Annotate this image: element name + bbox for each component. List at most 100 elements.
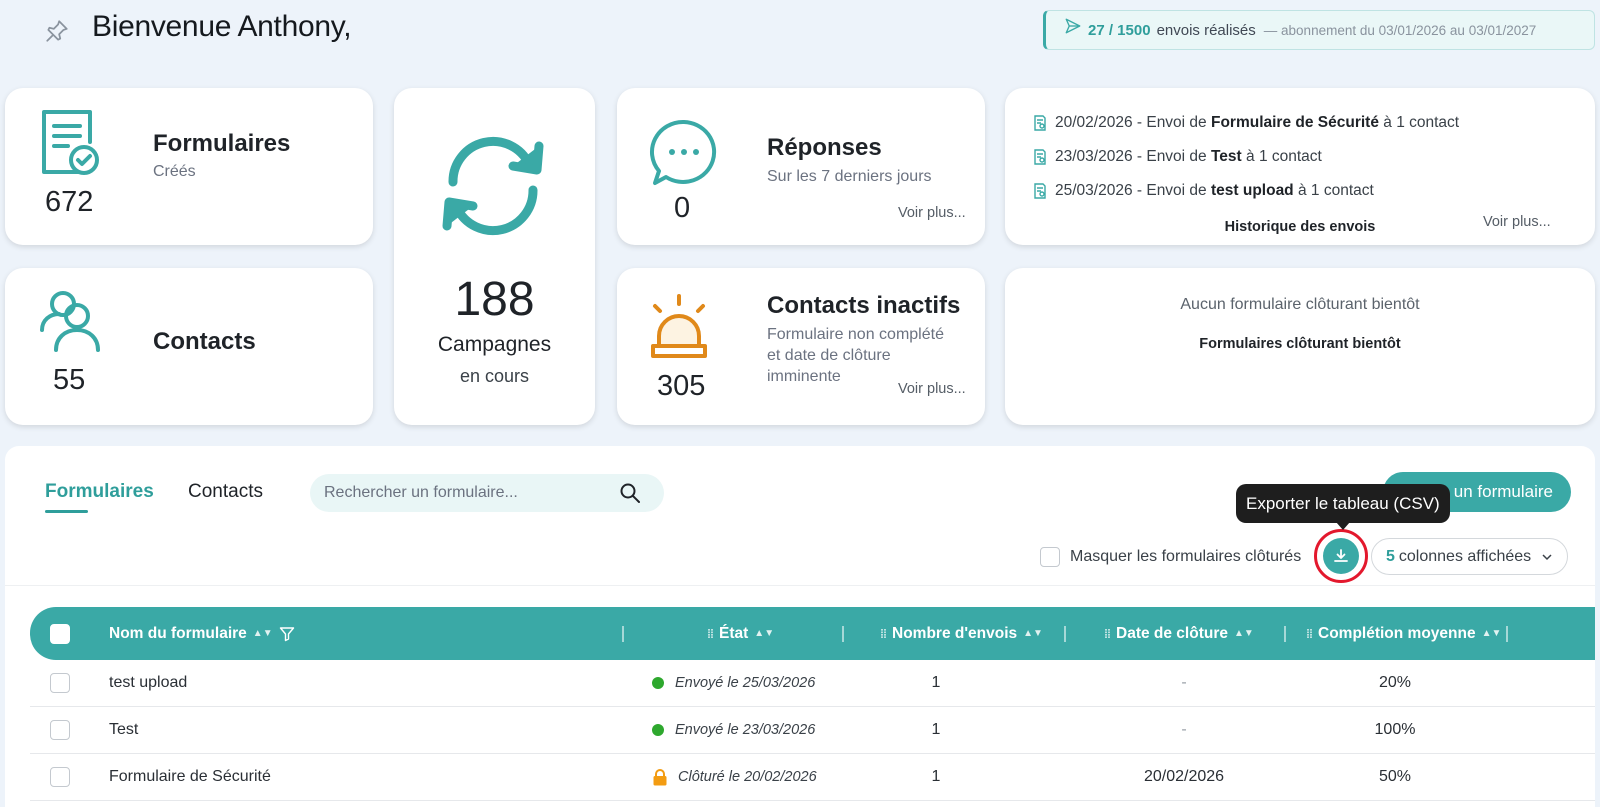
form-check-icon <box>42 110 99 175</box>
column-resizer[interactable] <box>1506 626 1508 642</box>
row-close-date: - <box>1181 721 1187 738</box>
quota-label: envois réalisés <box>1156 21 1256 39</box>
campagnes-sub: en cours <box>459 366 530 386</box>
search-icon[interactable] <box>620 483 640 503</box>
export-tooltip: Exporter le tableau (CSV) <box>1236 484 1450 523</box>
cloture-title: Formulaires clôturant bientôt <box>1199 336 1401 352</box>
column-resizer[interactable] <box>842 626 844 642</box>
historique-title: Historique des envois <box>1224 219 1376 235</box>
alarm-light-icon <box>651 294 707 358</box>
history-form: Formulaire de Sécurité <box>1210 114 1379 131</box>
columns-count: 5 <box>1386 547 1395 565</box>
header-name-label: Nom du formulaire <box>109 624 247 642</box>
users-icon <box>40 291 100 352</box>
table-row[interactable]: Test Envoyé le 23/03/2026 1 - 100% <box>30 707 1595 754</box>
drag-handle-icon[interactable]: ⁞⁞ <box>880 626 887 641</box>
document-icon <box>1034 115 1046 131</box>
header-sends[interactable]: ⁞⁞ Nombre d'envois ▲▼ <box>880 607 1043 660</box>
row-close-date: 20/02/2026 <box>1143 768 1225 785</box>
history-item[interactable]: 25/03/2026 - Envoi de test upload à 1 co… <box>1033 182 1374 200</box>
tab-active-underline <box>45 510 88 513</box>
row-name[interactable]: Test <box>109 721 139 738</box>
mask-closed-checkbox[interactable] <box>1040 547 1060 567</box>
lock-icon <box>653 768 667 785</box>
inactifs-sub-line1: Formulaire non complété <box>767 326 944 343</box>
header-name[interactable]: Nom du formulaire ▲▼ <box>109 607 295 660</box>
quota-subscription: — abonnement du 03/01/2026 au 03/01/2027 <box>1263 22 1537 38</box>
columns-dropdown[interactable]: 5 colonnes affichées <box>1371 538 1568 575</box>
card-formulaires-cloture: Aucun formulaire clôturant bientôt Formu… <box>1005 268 1595 425</box>
inactifs-count: 305 <box>657 370 706 402</box>
sort-icon[interactable]: ▲▼ <box>252 628 273 639</box>
chevron-down-icon <box>1542 553 1552 560</box>
document-icon <box>1034 149 1046 165</box>
row-name[interactable]: Formulaire de Sécurité <box>109 768 271 785</box>
history-prefix: 25/03/2026 - Envoi de <box>1055 182 1207 199</box>
tab-contacts[interactable]: Contacts <box>188 481 263 502</box>
card-historique-envois: 20/02/2026 - Envoi de Formulaire de Sécu… <box>1005 88 1595 245</box>
inactifs-title: Contacts inactifs <box>767 292 961 319</box>
reponses-title: Réponses <box>767 134 882 161</box>
row-name[interactable]: test upload <box>109 674 188 691</box>
card-contacts-inactifs[interactable]: 305 Contacts inactifs Formulaire non com… <box>617 268 985 425</box>
history-prefix: 23/03/2026 - Envoi de <box>1055 148 1207 165</box>
row-sends: 1 <box>931 674 941 691</box>
quota-count: 27 / 1500 <box>1088 21 1151 39</box>
header-completion[interactable]: ⁞⁞ Complétion moyenne ▲▼ <box>1306 607 1501 660</box>
history-suffix: à 1 contact <box>1297 182 1374 199</box>
tooltip-arrow <box>1336 522 1350 530</box>
drag-handle-icon[interactable]: ⁞⁞ <box>1306 626 1313 641</box>
card-reponses[interactable]: 0 Réponses Sur les 7 derniers jours Voir… <box>617 88 985 245</box>
reponses-more-link[interactable]: Voir plus... <box>898 205 966 221</box>
header-state[interactable]: ⁞⁞ État ▲▼ <box>707 607 774 660</box>
sort-icon[interactable]: ▲▼ <box>1481 628 1502 639</box>
inactifs-sub-line2: et date de clôture <box>767 347 891 364</box>
cloture-empty-message: Aucun formulaire clôturant bientôt <box>1180 296 1420 313</box>
search-input[interactable] <box>324 484 614 502</box>
header-state-label: État <box>719 624 749 642</box>
history-item[interactable]: 20/02/2026 - Envoi de Formulaire de Sécu… <box>1033 114 1459 132</box>
historique-more-link[interactable]: Voir plus... <box>1483 214 1551 230</box>
header-close-date-label: Date de clôture <box>1116 624 1228 642</box>
formulaires-title: Formulaires <box>153 130 291 157</box>
row-checkbox[interactable] <box>50 720 70 740</box>
chat-bubble-icon <box>649 119 717 185</box>
drag-handle-icon[interactable]: ⁞⁞ <box>1104 626 1111 641</box>
history-item[interactable]: 23/03/2026 - Envoi de Test à 1 contact <box>1033 148 1322 166</box>
search-bar <box>310 474 664 512</box>
row-completion: 20% <box>1378 674 1412 691</box>
contacts-title: Contacts <box>153 328 256 355</box>
card-formulaires[interactable]: 672 Formulaires Créés <box>5 88 373 245</box>
contacts-count: 55 <box>53 364 86 396</box>
sent-status-dot <box>652 677 664 689</box>
row-checkbox[interactable] <box>50 673 70 693</box>
row-state: Clôturé le 20/02/2026 <box>678 769 817 785</box>
column-resizer[interactable] <box>1284 626 1286 642</box>
card-contacts[interactable]: 55 Contacts <box>5 268 373 425</box>
row-checkbox[interactable] <box>50 767 70 787</box>
column-resizer[interactable] <box>1064 626 1066 642</box>
filter-icon[interactable] <box>279 626 295 642</box>
row-close-date: - <box>1181 674 1187 691</box>
sent-status-dot <box>652 724 664 736</box>
tab-formulaires[interactable]: Formulaires <box>45 481 154 502</box>
row-completion: 50% <box>1378 768 1412 785</box>
pin-icon[interactable] <box>44 18 70 44</box>
drag-handle-icon[interactable]: ⁞⁞ <box>707 626 714 641</box>
refresh-icon <box>442 136 544 236</box>
inactifs-sub-line3: imminente <box>767 368 841 385</box>
header-close-date[interactable]: ⁞⁞ Date de clôture ▲▼ <box>1104 607 1254 660</box>
inactifs-more-link[interactable]: Voir plus... <box>898 381 966 397</box>
sort-icon[interactable]: ▲▼ <box>1023 628 1043 639</box>
row-state: Envoyé le 25/03/2026 <box>675 675 816 691</box>
sort-icon[interactable]: ▲▼ <box>754 628 775 639</box>
select-all-checkbox[interactable] <box>50 623 70 644</box>
table-row[interactable]: test upload Envoyé le 25/03/2026 1 - 20% <box>30 660 1595 707</box>
card-campagnes[interactable]: 188 Campagnes en cours <box>394 88 595 425</box>
column-resizer[interactable] <box>622 626 624 642</box>
table-header: Nom du formulaire ▲▼ ⁞⁞ État ▲▼ ⁞⁞ Nombre d'… <box>30 607 1595 660</box>
highlight-ring <box>1314 529 1368 583</box>
table-row[interactable]: Formulaire de Sécurité Clôturé le 20/02/… <box>30 754 1595 801</box>
history-prefix: 20/02/2026 - Envoi de <box>1055 114 1207 131</box>
sort-icon[interactable]: ▲▼ <box>1233 628 1254 639</box>
